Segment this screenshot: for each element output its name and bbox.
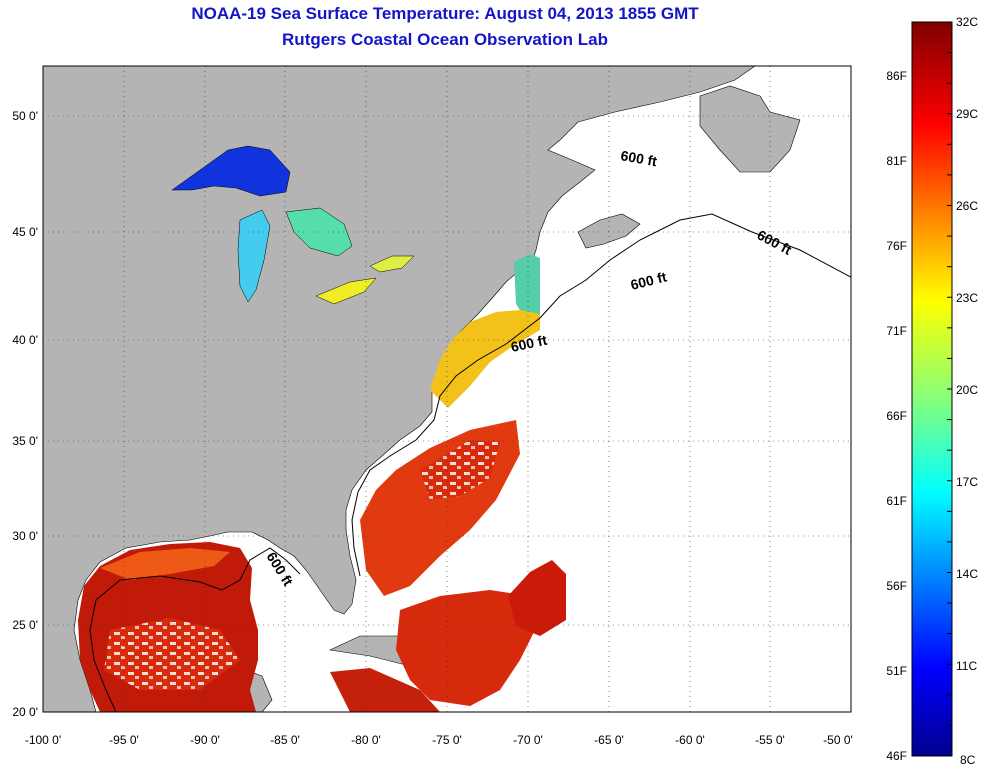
y-tick-label: 35 0' [12,434,38,448]
colorbar: 32C 29C 26C 23C 20C 17C 14C 11C 8C 86F 8… [886,15,978,767]
x-tick-label: -90 0' [190,733,220,747]
fahrenheit-label: 71F [886,324,907,338]
caribbean-sst [330,668,440,712]
x-tick-label: -60 0' [675,733,705,747]
x-tick-label: -70 0' [513,733,543,747]
contour-label-newfoundland: 600 ft [619,147,658,169]
fahrenheit-label: 56F [886,579,907,593]
fahrenheit-label: 81F [886,154,907,168]
x-tick-label: -55 0' [755,733,785,747]
gulf-cloud-speckle [104,618,240,690]
x-tick-label: -100 0' [25,733,61,747]
map-subtitle: Rutgers Coastal Ocean Observation Lab [282,30,608,49]
x-tick-label: -85 0' [270,733,300,747]
celsius-label: 29C [956,107,978,121]
fahrenheit-label: 86F [886,69,907,83]
lake-erie-sst [315,277,377,305]
fahrenheit-label: 46F [886,749,907,763]
y-tick-label: 45 0' [12,225,38,239]
x-tick-label: -80 0' [351,733,381,747]
land-newfoundland [699,85,801,173]
lake-michigan-sst [237,209,271,303]
celsius-label: 32C [956,15,978,29]
y-tick-label: 40 0' [12,333,38,347]
map-frame [42,65,852,713]
celsius-label: 20C [956,383,978,397]
bahamas-sst [396,590,540,706]
map-panel [43,66,851,712]
x-tick-label: -95 0' [109,733,139,747]
gulf-of-maine-sst [514,254,540,330]
y-tick-label: 20 0' [12,705,38,719]
east-offshore-sst [508,560,566,636]
x-tick-label: -65 0' [594,733,624,747]
x-tick-label: -50 0' [823,733,853,747]
lake-superior-sst [171,145,291,197]
celsius-label: 23C [956,291,978,305]
y-tick-label: 25 0' [12,618,38,632]
lake-ontario-sst [369,255,415,273]
celsius-label: 26C [956,199,978,213]
map-title: NOAA-19 Sea Surface Temperature: August … [191,4,699,23]
fahrenheit-label: 61F [886,494,907,508]
land-north-america [43,66,756,712]
fahrenheit-label: 76F [886,239,907,253]
y-axis: 20 0' 25 0' 30 0' 35 0' 40 0' 45 0' 50 0… [12,109,38,719]
y-tick-label: 50 0' [12,109,38,123]
celsius-label: 11C [956,659,977,673]
contour-label-new-jersey: 600 ft [509,332,548,355]
fahrenheit-label: 51F [886,664,907,678]
celsius-label: 17C [956,475,978,489]
mid-atlantic-sst [430,310,540,408]
x-axis: -100 0' -95 0' -90 0' -85 0' -80 0' -75 … [25,733,853,747]
contour-600ft [89,213,851,712]
celsius-label: 8C [960,753,976,767]
gulf-warm-band [100,548,230,580]
colorbar-gradient [911,21,953,757]
fahrenheit-label: 66F [886,409,907,423]
offshore-patch-sst [420,440,500,500]
celsius-label: 14C [956,567,978,581]
y-tick-label: 30 0' [12,529,38,543]
x-tick-label: -75 0' [432,733,462,747]
